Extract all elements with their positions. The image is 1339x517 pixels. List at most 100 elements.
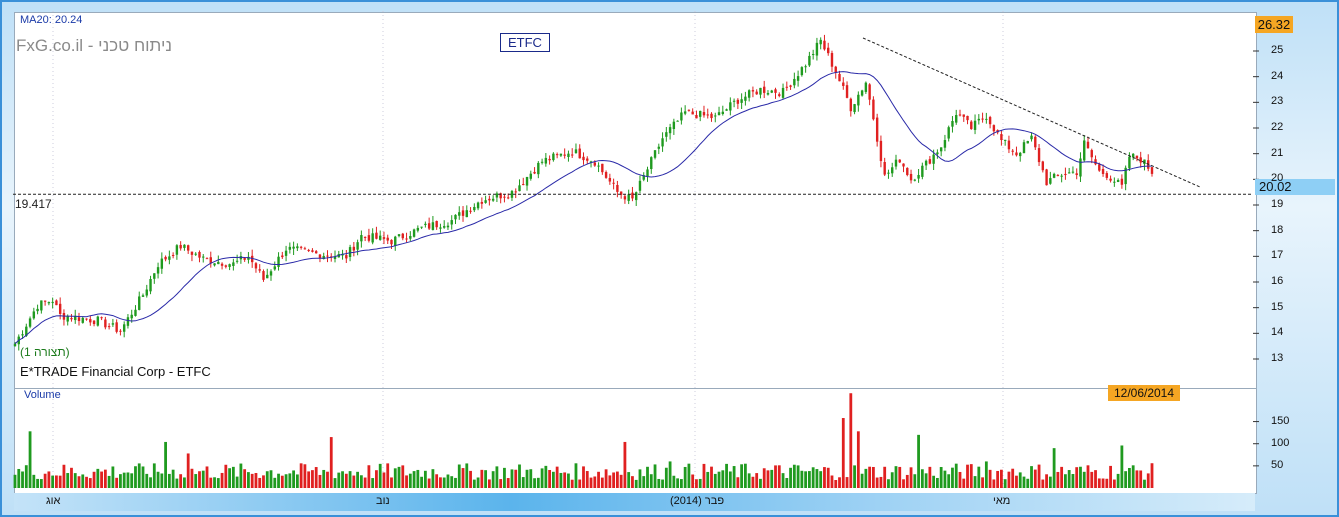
candle-body <box>593 162 596 166</box>
candle-body <box>405 238 408 240</box>
candle-body <box>66 316 69 322</box>
candle-body <box>495 193 499 198</box>
volume-bar <box>235 476 239 488</box>
volume-bar <box>1060 466 1064 488</box>
candle-body <box>635 192 638 201</box>
candle-body <box>544 157 548 164</box>
candle-body <box>36 308 39 312</box>
candle-body <box>273 266 276 270</box>
volume-bar <box>890 472 894 488</box>
volume-tick-label: 50 <box>1271 458 1284 471</box>
candle-body <box>235 260 239 262</box>
volume-bar <box>676 478 680 488</box>
volume-bar <box>1030 466 1033 488</box>
volume-bar <box>819 471 823 488</box>
candle-body <box>141 295 145 297</box>
candle-body <box>47 302 51 304</box>
volume-bar <box>62 464 66 488</box>
candle-body <box>864 82 868 92</box>
volume-bar <box>292 470 296 488</box>
candle-body <box>299 246 303 248</box>
volume-bar <box>152 463 156 488</box>
volume-bar <box>657 478 661 488</box>
volume-bar <box>1045 474 1048 488</box>
candle-body <box>657 146 660 149</box>
price-panel[interactable] <box>14 12 1257 389</box>
candle-body <box>943 140 947 148</box>
volume-bar <box>871 466 875 488</box>
candle-body <box>409 236 412 239</box>
support-level-label: 19.417 <box>15 197 52 211</box>
volume-bar <box>390 477 393 488</box>
candle-body <box>962 114 965 117</box>
candle-body <box>43 300 47 302</box>
volume-bar <box>924 473 928 488</box>
volume-bar <box>348 471 352 488</box>
volume-bar <box>721 470 725 488</box>
candle-body <box>857 94 860 106</box>
candle-body <box>104 319 107 328</box>
volume-bar <box>981 477 984 488</box>
volume-bar <box>1015 475 1018 488</box>
candle-body <box>796 76 800 81</box>
volume-bar <box>838 477 841 488</box>
volume-bar <box>1101 478 1105 488</box>
candle-body <box>939 147 943 152</box>
candle-body <box>1120 178 1124 185</box>
volume-bar <box>815 469 819 488</box>
volume-bar <box>77 476 81 488</box>
volume-bar <box>1011 468 1015 488</box>
candle-body <box>266 274 269 279</box>
volume-bar <box>431 469 435 488</box>
candle-body <box>732 100 736 102</box>
volume-bar <box>668 461 672 488</box>
volume-bar <box>732 466 736 488</box>
candle-body <box>537 162 540 175</box>
volume-bar <box>66 473 70 488</box>
candle-body <box>661 138 664 147</box>
volume-bar <box>171 469 175 488</box>
volume-bar <box>1139 470 1143 488</box>
candle-body <box>623 196 627 200</box>
candle-body <box>454 214 457 220</box>
volume-bar <box>352 475 356 488</box>
volume-bar <box>303 464 307 488</box>
candle-body <box>326 255 329 257</box>
volume-bar <box>879 476 883 488</box>
volume-bar <box>92 471 96 488</box>
volume-bar <box>804 471 808 488</box>
price-tick-label: 17 <box>1271 249 1284 262</box>
volume-bar <box>21 471 24 488</box>
price-tick-label: 21 <box>1271 146 1284 159</box>
candle-body <box>458 212 461 216</box>
volume-bar <box>1048 476 1052 488</box>
candle-body <box>322 255 325 260</box>
candle-body <box>1037 148 1041 163</box>
candle-body <box>126 317 130 326</box>
volume-bar <box>868 466 872 488</box>
volume-bar <box>311 470 314 488</box>
volume-bar <box>642 476 646 488</box>
volume-bar <box>1064 474 1067 488</box>
candle-body <box>1007 140 1011 150</box>
volume-bar <box>378 463 382 488</box>
candle-body <box>642 175 645 180</box>
candle-body <box>111 323 115 325</box>
candle-body <box>258 269 261 271</box>
volume-bar <box>333 478 337 488</box>
volume-bar <box>992 479 996 488</box>
volume-bar <box>273 477 277 488</box>
volume-bar <box>239 463 243 488</box>
volume-bar <box>375 470 378 488</box>
candle-body <box>220 263 224 266</box>
candle-body <box>849 98 853 112</box>
volume-bar <box>691 474 695 488</box>
candle-body <box>205 258 209 260</box>
candle-body <box>902 163 905 167</box>
volume-bar <box>800 470 804 488</box>
last-price-badge: 20.02 <box>1255 179 1335 195</box>
candle-body <box>138 296 141 310</box>
candle-body <box>646 169 649 177</box>
candle-body <box>1011 150 1014 152</box>
